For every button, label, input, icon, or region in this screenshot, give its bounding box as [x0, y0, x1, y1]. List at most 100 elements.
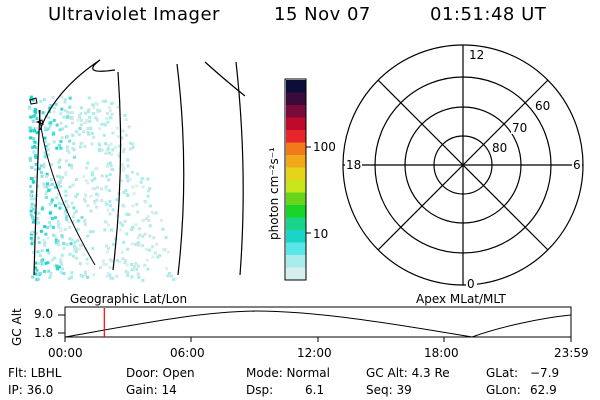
emission-pixel [60, 95, 64, 99]
emission-pixel [44, 128, 48, 132]
emission-pixel [109, 164, 113, 168]
emission-pixel [40, 262, 44, 266]
emission-pixel [58, 175, 62, 179]
emission-pixel [70, 117, 74, 120]
emission-pixel [130, 242, 134, 246]
uv-image-panel [28, 59, 246, 282]
emission-pixel [68, 185, 72, 189]
limb-curve [38, 109, 96, 266]
emission-pixel [87, 110, 91, 113]
emission-pixel [75, 178, 78, 181]
emission-pixel [28, 127, 32, 131]
emission-pixel [124, 259, 128, 263]
emission-pixel [29, 236, 33, 240]
emission-pixel [68, 163, 71, 167]
emission-pixel [106, 208, 110, 212]
mlt-label-6: 6 [573, 158, 581, 172]
emission-pixel [117, 135, 120, 139]
emission-pixel [31, 98, 35, 102]
emission-pixel [50, 198, 54, 202]
emission-pixel [40, 207, 44, 211]
emission-pixel [57, 183, 60, 187]
colorbar-band [286, 142, 306, 156]
emission-pixel [60, 107, 64, 111]
emission-pixel [165, 267, 168, 271]
colorbar-gradient [286, 80, 306, 281]
emission-pixel [105, 244, 108, 248]
emission-pixel [32, 230, 36, 234]
dsp-value: 6.1 [305, 383, 325, 397]
emission-pixel [84, 111, 88, 115]
emission-pixel [91, 103, 95, 107]
emission-pixel [89, 127, 93, 131]
emission-pixel [66, 149, 70, 152]
emission-pixel [56, 220, 60, 223]
emission-pixel [37, 221, 40, 225]
x-tick-label: 18:00 [424, 346, 459, 360]
emission-pixel [31, 119, 35, 123]
emission-pixel [74, 209, 78, 213]
colorbar-band [286, 242, 306, 256]
emission-pixel [63, 228, 67, 232]
lat-label-70: 70 [512, 121, 527, 135]
emission-pixel [39, 254, 42, 257]
date-label: 15 Nov 07 [274, 4, 371, 25]
emission-pixel [75, 130, 79, 134]
emission-pixel [127, 213, 131, 216]
emission-pixel [42, 269, 46, 273]
emission-pixel [120, 179, 124, 183]
emission-pixel [82, 175, 86, 179]
emission-pixel [59, 260, 63, 264]
emission-pixel [79, 106, 83, 110]
emission-pixel [48, 211, 52, 215]
meridian-line [112, 71, 122, 271]
emission-pixel [35, 268, 39, 272]
emission-pixel [86, 181, 90, 185]
emission-pixel [133, 242, 137, 246]
emission-pixel [83, 145, 87, 148]
meridian-line [235, 61, 244, 276]
emission-pixel [31, 239, 35, 243]
label-backdrop [466, 276, 477, 289]
emission-pixel [52, 110, 56, 114]
emission-pixel [125, 174, 129, 178]
emission-pixel [71, 220, 75, 224]
emission-pixel [55, 264, 59, 268]
emission-pixel [70, 201, 74, 205]
emission-pixel [61, 267, 65, 271]
emission-pixel [108, 204, 112, 208]
emission-pixel [62, 246, 66, 250]
emission-pixel [29, 95, 33, 99]
emission-pixel [35, 156, 39, 160]
emission-pixel [123, 261, 127, 265]
emission-pixel [40, 249, 44, 253]
emission-pixel [136, 264, 140, 268]
emission-pixel [141, 235, 145, 238]
emission-pixel [100, 148, 104, 152]
emission-pixel [121, 163, 124, 167]
colorbar-frame [284, 78, 307, 281]
emission-pixel [41, 111, 45, 115]
emission-pixel [103, 220, 107, 224]
emission-pixel [85, 262, 89, 266]
emission-pixel [34, 110, 38, 114]
mlt-diagonal [377, 79, 549, 251]
emission-pixel [87, 108, 91, 112]
emission-pixel [35, 218, 38, 222]
emission-pixel [71, 147, 75, 150]
emission-pixel [105, 202, 109, 206]
emission-pixel [147, 189, 150, 193]
emission-pixel [124, 269, 128, 273]
colorbar-band [286, 267, 306, 281]
emission-pixel [59, 146, 63, 150]
emission-pixel [54, 236, 58, 240]
emission-pixel [64, 173, 68, 177]
emission-pixel [54, 241, 58, 245]
emission-pixel [58, 158, 62, 162]
emission-pixel [64, 194, 68, 198]
label-backdrop [345, 157, 362, 171]
emission-pixel [91, 187, 95, 191]
x-tick-label: 23:59 [554, 346, 589, 360]
emission-pixel [121, 168, 125, 172]
emission-pixel [95, 192, 99, 196]
